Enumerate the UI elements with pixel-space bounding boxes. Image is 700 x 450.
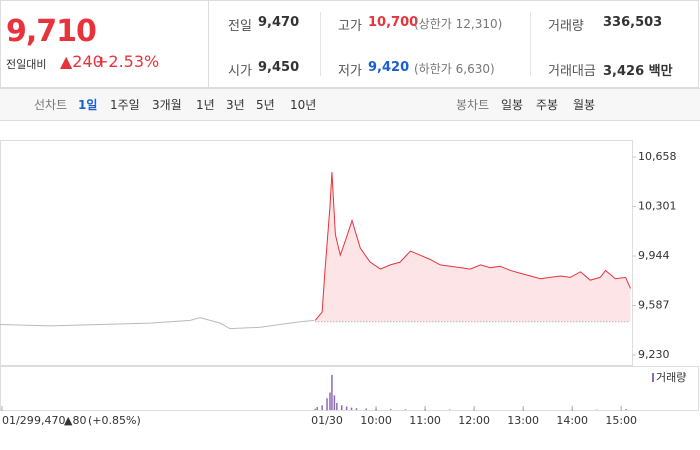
tab-bar (0, 88, 700, 121)
divider (320, 12, 321, 76)
period-tab[interactable]: 3년 (226, 98, 245, 112)
candle-tab[interactable]: 주봉 (536, 98, 559, 112)
x-tick-label: 10:00 (360, 414, 392, 427)
stat-label: 전일 (228, 19, 252, 34)
change: ▲240 (60, 52, 103, 71)
area-fill (315, 172, 631, 322)
price-line (0, 317, 315, 330)
header-box (0, 0, 699, 88)
x-tick-label: 15:00 (605, 414, 637, 427)
x-tick-label: 11:00 (409, 414, 441, 427)
volume-bar (345, 406, 348, 410)
volume-bar (326, 398, 328, 410)
period-tab[interactable]: 1년 (196, 98, 215, 112)
period-tab[interactable]: 1일 (78, 98, 98, 112)
legend-label: 거래량 (656, 371, 686, 384)
x-tick-label: 13:00 (507, 414, 539, 427)
volume-bar (321, 405, 323, 410)
volume-bar (331, 374, 333, 410)
volume-bar (340, 405, 343, 410)
stat-note: (상한가 12,310) (414, 17, 503, 31)
y-tick-label: 10,301 (638, 200, 677, 213)
divider (208, 0, 209, 88)
volume-bar (350, 407, 353, 410)
y-tick-label: 9,587 (638, 299, 670, 312)
tab-group-label: 선차트 (34, 98, 68, 112)
x-tick-label: 01/29 (2, 414, 34, 427)
period-tab[interactable]: 5년 (256, 98, 275, 112)
y-tick-label: 10,658 (638, 150, 677, 163)
period-tab[interactable]: 10년 (290, 98, 317, 112)
volume-bar (375, 408, 377, 410)
volume-bar (424, 409, 426, 410)
stat-value: 336,503 (603, 15, 663, 30)
stat-label: 거래량 (548, 19, 584, 34)
y-tick-label: 9,944 (638, 249, 670, 262)
change-pct: +2.53% (95, 52, 160, 71)
volume-bar (329, 392, 331, 410)
prev-close-note: ▲80 (64, 414, 86, 427)
period-tab[interactable]: 1주일 (110, 98, 140, 112)
stat-note: (하한가 6,630) (414, 62, 495, 76)
volume-bar (355, 408, 358, 410)
tab-group-label: 봉차트 (456, 98, 490, 112)
volume-bar (365, 408, 368, 410)
volume-bar (314, 408, 317, 410)
volume-bar (390, 409, 392, 410)
candle-tab[interactable]: 월봉 (573, 98, 596, 112)
y-tick-label: 9,230 (638, 348, 670, 361)
stat-value: 3,426 백만 (603, 64, 673, 79)
volume-bar (333, 395, 336, 410)
stat-label: 시가 (228, 64, 252, 79)
legend-swatch (652, 373, 654, 382)
x-tick-label: 14:00 (556, 414, 588, 427)
price-line (314, 171, 631, 321)
stat-label: 고가 (338, 19, 362, 34)
change-label: 전일대비 (6, 58, 47, 71)
volume-frame (0, 366, 699, 411)
volume-bar (404, 409, 407, 410)
stat-label: 저가 (338, 64, 362, 79)
period-tab[interactable]: 3개월 (152, 98, 182, 112)
divider (530, 12, 531, 76)
stat-value: 9,450 (258, 60, 300, 75)
stat-value: 9,470 (258, 15, 300, 30)
x-tick-label: 01/30 (311, 414, 343, 427)
prev-close-note: 9,470 (34, 414, 66, 427)
stat-value: 10,700 (368, 15, 419, 30)
volume-bar (625, 409, 627, 410)
stat-label: 거래대금 (548, 64, 596, 79)
price: 9,710 (6, 14, 97, 49)
x-tick-label: 12:00 (458, 414, 490, 427)
plot-frame (0, 140, 633, 366)
prev-close-note: (+0.85%) (88, 414, 141, 427)
volume-bar (316, 407, 318, 410)
stat-value: 9,420 (368, 60, 410, 75)
candle-tab[interactable]: 일봉 (501, 98, 524, 112)
volume-bar (336, 402, 338, 410)
